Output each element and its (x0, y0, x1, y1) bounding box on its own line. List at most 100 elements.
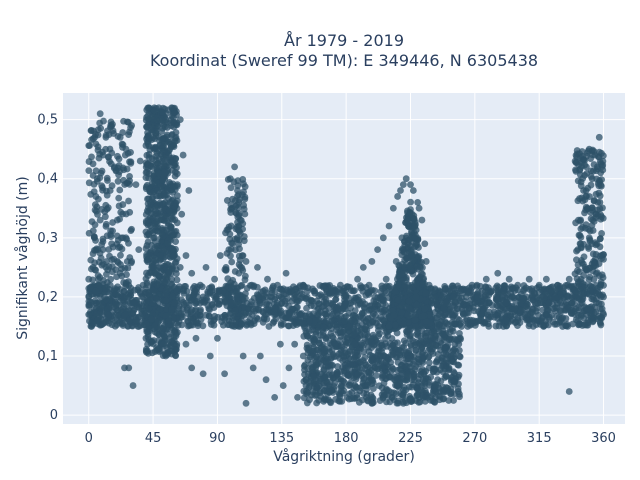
data-point (85, 293, 93, 301)
data-point (94, 246, 102, 253)
data-point (197, 306, 204, 314)
data-point (234, 290, 242, 298)
x-tick-label: 135 (269, 431, 294, 446)
data-point (308, 364, 316, 372)
data-point (159, 200, 167, 208)
data-point (455, 390, 463, 398)
data-point (313, 399, 321, 407)
data-point (469, 317, 477, 324)
data-point (528, 305, 536, 313)
data-point (335, 375, 342, 383)
data-point (169, 215, 177, 223)
data-point (108, 149, 116, 157)
data-point (188, 306, 196, 314)
data-point (155, 210, 163, 217)
data-point (390, 311, 398, 319)
data-point (568, 299, 576, 307)
data-point (425, 359, 433, 366)
data-point (507, 311, 514, 319)
data-point (478, 287, 486, 295)
data-point (386, 373, 393, 381)
data-point (239, 352, 247, 360)
data-point (179, 305, 187, 313)
data-point (348, 317, 356, 324)
data-point (149, 134, 157, 142)
data-point (358, 341, 365, 349)
data-point (86, 284, 94, 291)
data-point (300, 332, 308, 340)
data-point (139, 293, 147, 301)
data-point (99, 184, 106, 191)
data-point (442, 299, 450, 307)
data-point (422, 258, 430, 265)
data-point (221, 370, 228, 378)
data-point (428, 328, 436, 336)
data-point (126, 177, 133, 185)
data-point (364, 382, 371, 389)
data-point (585, 276, 593, 283)
data-point (401, 281, 409, 289)
data-point (125, 197, 132, 205)
data-point (182, 252, 190, 259)
data-point (377, 305, 384, 313)
data-point (445, 397, 453, 404)
data-point (120, 279, 128, 286)
data-point (446, 334, 454, 342)
data-point (228, 204, 236, 212)
data-point (279, 382, 287, 389)
data-point (115, 202, 123, 210)
data-point (600, 311, 607, 319)
data-point (341, 361, 349, 369)
data-point (521, 311, 529, 319)
data-point (315, 300, 323, 308)
data-point (596, 235, 604, 243)
data-point (456, 352, 463, 360)
data-point (575, 304, 583, 311)
data-point (132, 181, 140, 189)
data-point (176, 263, 184, 271)
data-point (331, 340, 339, 348)
data-point (511, 305, 519, 313)
data-point (142, 320, 150, 328)
data-point (188, 269, 196, 277)
data-point (473, 281, 481, 289)
data-point (344, 283, 352, 291)
data-point (428, 299, 436, 307)
data-point (202, 311, 210, 319)
data-point (563, 321, 571, 328)
data-point (410, 215, 418, 223)
data-point (143, 255, 151, 263)
data-point (363, 330, 371, 338)
data-point (453, 315, 461, 323)
data-point (92, 287, 100, 295)
data-point (556, 307, 564, 315)
data-point (378, 364, 386, 372)
data-point (330, 334, 337, 342)
data-point (163, 260, 171, 268)
data-point (239, 293, 247, 301)
data-point (451, 378, 459, 385)
data-point (399, 181, 407, 189)
data-point (127, 159, 135, 167)
data-point (159, 340, 167, 348)
data-point (165, 317, 173, 324)
data-point (296, 311, 304, 319)
data-point (364, 343, 372, 351)
data-point (168, 281, 175, 289)
data-point (571, 311, 579, 319)
data-point (448, 311, 456, 319)
data-point (588, 175, 596, 183)
data-point (165, 207, 173, 215)
data-point (143, 151, 151, 159)
data-point (586, 227, 594, 235)
data-point (303, 293, 311, 301)
data-point (142, 228, 150, 236)
data-point (319, 328, 327, 336)
data-point (485, 313, 492, 321)
data-point (577, 216, 585, 224)
data-point (494, 269, 502, 277)
data-point (131, 286, 138, 294)
data-point (171, 251, 178, 259)
data-point (170, 162, 177, 169)
